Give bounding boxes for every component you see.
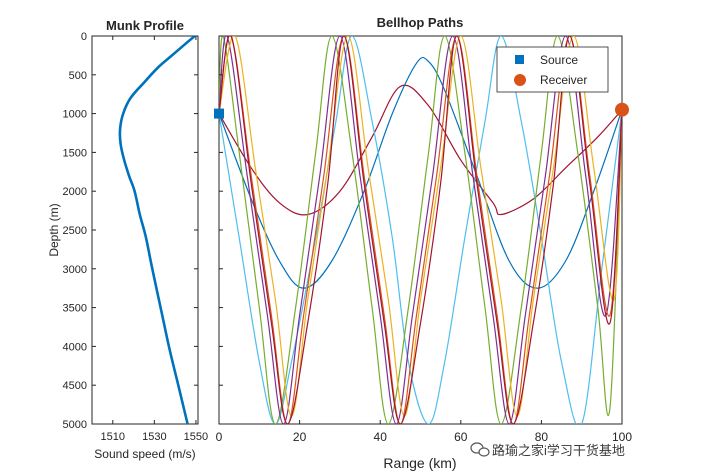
- bellhop-plot-area: [218, 35, 623, 425]
- munk-ytick-label: 4000: [63, 341, 87, 353]
- munk-ytick-label: 2500: [63, 225, 87, 237]
- bellhop-xtick-label: 100: [612, 430, 632, 444]
- watermark: 路瑜之家i学习干货基地: [470, 442, 625, 458]
- receiver-marker: [615, 102, 629, 117]
- legend-receiver-label: Receiver: [540, 73, 587, 87]
- bellhop-xlabel: Range (km): [383, 455, 456, 471]
- bellhop-title: Bellhop Paths: [377, 15, 464, 30]
- ray-path-4: [219, 36, 622, 424]
- bellhop-xtick-label: 20: [293, 430, 307, 444]
- source-marker: [214, 108, 224, 119]
- munk-ytick-label: 1000: [63, 109, 87, 121]
- legend-box: [496, 46, 609, 93]
- munk-profile-axes: 0 500 1000 1500 2000 2500 3000 3500 4000 4500 5000…: [47, 18, 208, 461]
- munk-ytick-label: 3000: [63, 264, 87, 276]
- munk-ytick-label: 4500: [63, 380, 87, 392]
- ray-path-3: [219, 36, 622, 424]
- ray-path-2: [219, 56, 622, 289]
- legend-source-label: Source: [540, 53, 578, 67]
- munk-xlabel: Sound speed (m/s): [94, 447, 195, 461]
- bellhop-xtick-label: 80: [535, 430, 549, 444]
- munk-xtick-label: 1530: [142, 431, 166, 443]
- bellhop-paths-axes: 0 20 40 60 80 100 Bellhop Paths Range (km) So…: [214, 15, 632, 471]
- munk-ylabel: Depth (m): [47, 203, 61, 256]
- munk-xtick-label: 1550: [184, 431, 208, 443]
- legend-receiver-marker: [514, 74, 526, 86]
- wechat-icon: [470, 442, 490, 457]
- bellhop-xtick-label: 60: [454, 430, 468, 444]
- munk-ytick-label: 3500: [63, 303, 87, 315]
- ray-path-1: [219, 84, 622, 216]
- munk-title: Munk Profile: [106, 18, 184, 33]
- munk-ytick-label: 0: [81, 31, 87, 43]
- watermark-text: 路瑜之家i学习干货基地: [492, 443, 625, 458]
- bellhop-xtick-label: 40: [374, 430, 388, 444]
- legend-source-marker: [515, 55, 524, 64]
- munk-xtick-label: 1510: [101, 431, 125, 443]
- munk-ytick-label: 5000: [63, 419, 87, 431]
- munk-ytick-label: 2000: [63, 186, 87, 198]
- legend: Source Receiver: [496, 46, 609, 93]
- munk-ytick-label: 1500: [63, 147, 87, 159]
- bellhop-xtick-label: 0: [216, 430, 223, 444]
- munk-ytick-label: 500: [69, 70, 87, 82]
- sound-speed-profile-line: [118, 34, 196, 425]
